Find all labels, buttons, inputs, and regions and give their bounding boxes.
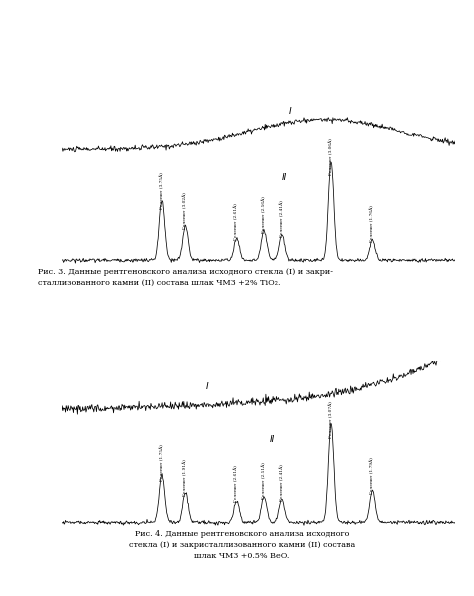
Text: Геленит (1.75Å): Геленит (1.75Å) bbox=[160, 444, 164, 481]
Text: I: I bbox=[206, 382, 209, 391]
Text: Геленит (2.51Å): Геленит (2.51Å) bbox=[262, 462, 266, 499]
Text: I: I bbox=[289, 107, 291, 116]
Text: Геленит (2.41Å): Геленит (2.41Å) bbox=[280, 464, 284, 501]
Text: Геленит (1.79Å): Геленит (1.79Å) bbox=[370, 457, 374, 494]
Text: Геленит (2.61Å): Геленит (2.61Å) bbox=[235, 465, 239, 502]
Text: Геленит (1.91Å): Геленит (1.91Å) bbox=[183, 459, 188, 496]
Text: Рис. 3. Данные рентгеновского анализа исходного стекла (І) и закри-
сталлизованн: Рис. 3. Данные рентгеновского анализа ис… bbox=[38, 268, 333, 287]
Text: Геленит (2.41Å): Геленит (2.41Å) bbox=[280, 200, 284, 237]
Text: Рис. 4. Данные рентгеновского анализа исходного
стекла (І) и закристаллизованног: Рис. 4. Данные рентгеновского анализа ис… bbox=[128, 530, 355, 560]
Text: II: II bbox=[281, 173, 286, 182]
Text: II: II bbox=[270, 435, 275, 444]
Text: Геленит (3.02Å): Геленит (3.02Å) bbox=[183, 193, 188, 229]
Text: Геленит (3.06Å): Геленит (3.06Å) bbox=[329, 138, 333, 175]
Text: Геленит (2.56Å): Геленит (2.56Å) bbox=[262, 197, 266, 234]
Text: Геленит (3.07Å): Геленит (3.07Å) bbox=[329, 401, 333, 437]
Text: Геленит (1.76Å): Геленит (1.76Å) bbox=[370, 205, 374, 241]
Text: Геленит (2.61Å): Геленит (2.61Å) bbox=[235, 203, 239, 240]
Text: Геленит (3.75Å): Геленит (3.75Å) bbox=[160, 172, 164, 209]
